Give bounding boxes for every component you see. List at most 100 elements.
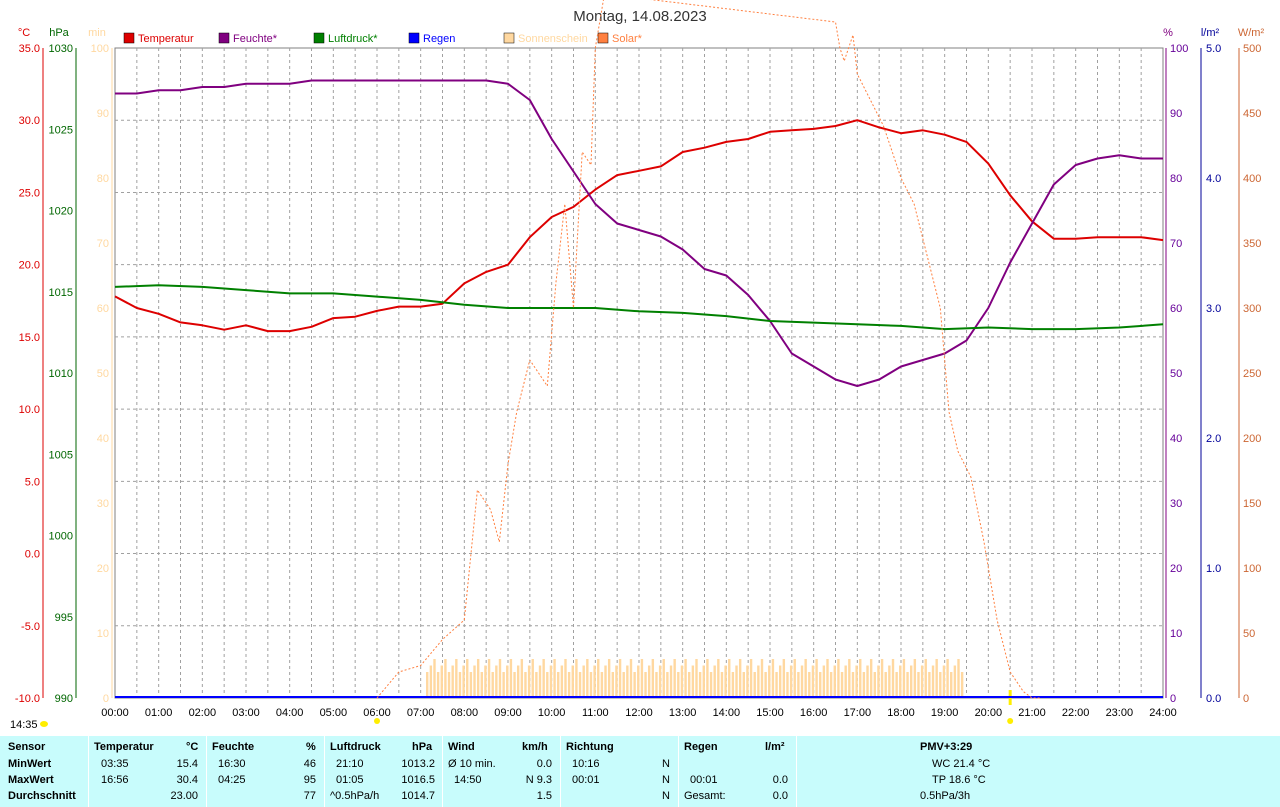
solar-tick-label: 0 <box>1243 693 1249 705</box>
sunshine-bar <box>644 672 647 698</box>
sunshine-bar <box>913 659 917 698</box>
legend-label-4: Sonnenschein <box>518 33 588 45</box>
header-sensor: Sensor <box>8 741 46 753</box>
sunshine-bar <box>924 659 927 698</box>
sunshine-bar <box>575 659 578 698</box>
x-tick-label: 07:00 <box>407 707 435 719</box>
header-feuchte-unit: % <box>306 741 316 753</box>
sunshine-bar <box>516 665 520 698</box>
row-max-rain-val: 0.0 <box>772 774 788 786</box>
sunshine-bar <box>433 659 436 698</box>
solar-tick-label: 100 <box>1243 563 1261 575</box>
x-tick-label: 23:00 <box>1106 707 1134 719</box>
sunshine-bar <box>571 665 574 698</box>
sunshine-bar <box>946 659 949 698</box>
row-max-label: MaxWert <box>8 774 54 786</box>
sunshine-bar <box>829 672 833 698</box>
sunshine-bar <box>527 665 531 698</box>
sunshine-bar <box>909 665 913 698</box>
pressure-tick-label: 1015 <box>49 287 73 299</box>
sunshine-bar <box>917 672 920 698</box>
sunshine-bar <box>746 665 749 698</box>
sunshine-bar <box>931 665 935 698</box>
row-max-pres-val: 1016.5 <box>401 774 435 786</box>
row-avg-hum-val: 77 <box>303 790 316 802</box>
row-avg-pres-time: ^0.5hPa/h <box>330 790 380 802</box>
sunshine-bar <box>698 672 702 698</box>
sunshine-bar <box>862 672 866 698</box>
sunshine-bar <box>877 665 880 698</box>
sunshine-bar <box>804 659 807 698</box>
sunshine-bar <box>495 665 498 698</box>
sunshine-bar <box>626 665 629 698</box>
sunshine-bar <box>775 672 778 698</box>
sunshine-bar <box>447 672 451 698</box>
header-luftdruck-unit: hPa <box>412 741 433 753</box>
x-tick-label: 12:00 <box>625 707 653 719</box>
sunshine-bar <box>546 672 549 698</box>
sunshine-tick-label: 30 <box>97 498 109 510</box>
sunshine-bar <box>484 665 487 698</box>
rain-tick-label: 3.0 <box>1206 303 1221 315</box>
x-tick-label: 17:00 <box>844 707 872 719</box>
sunshine-bar <box>506 665 509 698</box>
row-avg-temp-val: 23.00 <box>170 790 198 802</box>
sunshine-bar <box>742 672 745 698</box>
sunshine-bar <box>466 659 469 698</box>
sunshine-bar <box>880 659 884 698</box>
sunshine-bar <box>618 659 622 698</box>
sunshine-bar <box>891 659 895 698</box>
temperature-tick-label: 35.0 <box>19 43 40 55</box>
current-time-marker <box>40 721 48 727</box>
sunshine-bar <box>695 659 698 698</box>
temperature-tick-label: 15.0 <box>19 332 40 344</box>
legend-swatch-0 <box>123 32 135 44</box>
sunshine-tick-label: 60 <box>97 303 109 315</box>
temperature-tick-label: -5.0 <box>21 621 40 633</box>
row-avg-pres-val: 1014.7 <box>401 790 435 802</box>
x-tick-label: 05:00 <box>320 707 348 719</box>
legend-swatch-3 <box>408 32 420 44</box>
row-max-wind-val: N 9.3 <box>525 774 552 786</box>
sunshine-bar <box>688 672 691 698</box>
sunshine-bar <box>622 672 625 698</box>
humidity-unit: % <box>1163 27 1173 39</box>
sunshine-bar <box>604 665 607 698</box>
row-min-dir-time: 10:16 <box>572 758 600 770</box>
legend-label-0: Temperatur <box>138 33 194 45</box>
sunshine-bar <box>680 665 684 698</box>
sunshine-bar <box>444 659 447 698</box>
solar-tick-label: 350 <box>1243 238 1261 250</box>
x-tick-label: 02:00 <box>189 707 217 719</box>
sunshine-bar <box>749 659 753 698</box>
sunshine-bar <box>855 665 858 698</box>
sunshine-bar <box>469 672 473 698</box>
sunshine-bar <box>458 672 462 698</box>
x-tick-label: 04:00 <box>276 707 304 719</box>
x-tick-label: 00:00 <box>101 707 129 719</box>
sunshine-bar <box>778 665 782 698</box>
sunshine-bar <box>451 665 454 698</box>
sunshine-bar <box>866 665 869 698</box>
sunshine-bar <box>655 672 658 698</box>
legend-label-5: Solar* <box>612 33 643 45</box>
sunshine-bar <box>939 672 942 698</box>
sunshine-bar <box>582 665 585 698</box>
row-avg-rain-time: Gesamt: <box>684 790 726 802</box>
sunshine-bar <box>669 665 673 698</box>
row-avg-rain-val: 0.0 <box>772 790 788 802</box>
sunshine-bar <box>720 672 724 698</box>
sunshine-bar <box>637 665 640 698</box>
sunshine-bar <box>677 672 680 698</box>
solar-tick-label: 450 <box>1243 108 1261 120</box>
row-avg-info: 0.5hPa/3h <box>920 790 971 802</box>
x-tick-label: 16:00 <box>800 707 828 719</box>
humidity-tick-label: 100 <box>1170 43 1188 55</box>
x-tick-label: 15:00 <box>756 707 784 719</box>
sunshine-bar <box>797 672 800 698</box>
sunshine-bar <box>902 659 906 698</box>
humidity-tick-label: 50 <box>1170 368 1182 380</box>
solar-tick-label: 500 <box>1243 43 1261 55</box>
solar-tick-label: 200 <box>1243 433 1261 445</box>
sunshine-bar <box>542 659 545 698</box>
